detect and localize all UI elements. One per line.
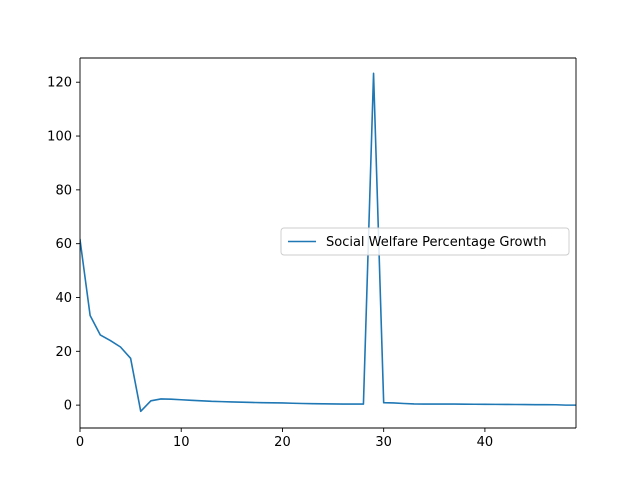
legend-label: Social Welfare Percentage Growth: [326, 235, 546, 250]
ticks: 0 10 20 30 40 0 20 40 60 80 100 120: [47, 76, 493, 450]
y-tick-label: 100: [47, 130, 72, 145]
x-tick-label: 20: [274, 435, 291, 450]
y-tick-label: 20: [55, 345, 72, 360]
x-tick-label: 10: [173, 435, 190, 450]
series-line-0: [80, 72, 576, 413]
y-tick-label: 60: [55, 237, 72, 252]
legend-box: [280, 227, 570, 256]
y-tick-label: 80: [55, 183, 72, 198]
x-tick-label: 0: [76, 435, 84, 450]
y-tick-label: 0: [64, 399, 72, 414]
y-tick-label: 120: [47, 76, 72, 91]
x-tick-label: 30: [375, 435, 392, 450]
y-tick-label: 40: [55, 291, 72, 306]
x-tick-label: 40: [477, 435, 494, 450]
series-layer: [80, 72, 576, 413]
axes: [79, 57, 577, 429]
legend: Social Welfare Percentage Growth: [280, 227, 570, 256]
